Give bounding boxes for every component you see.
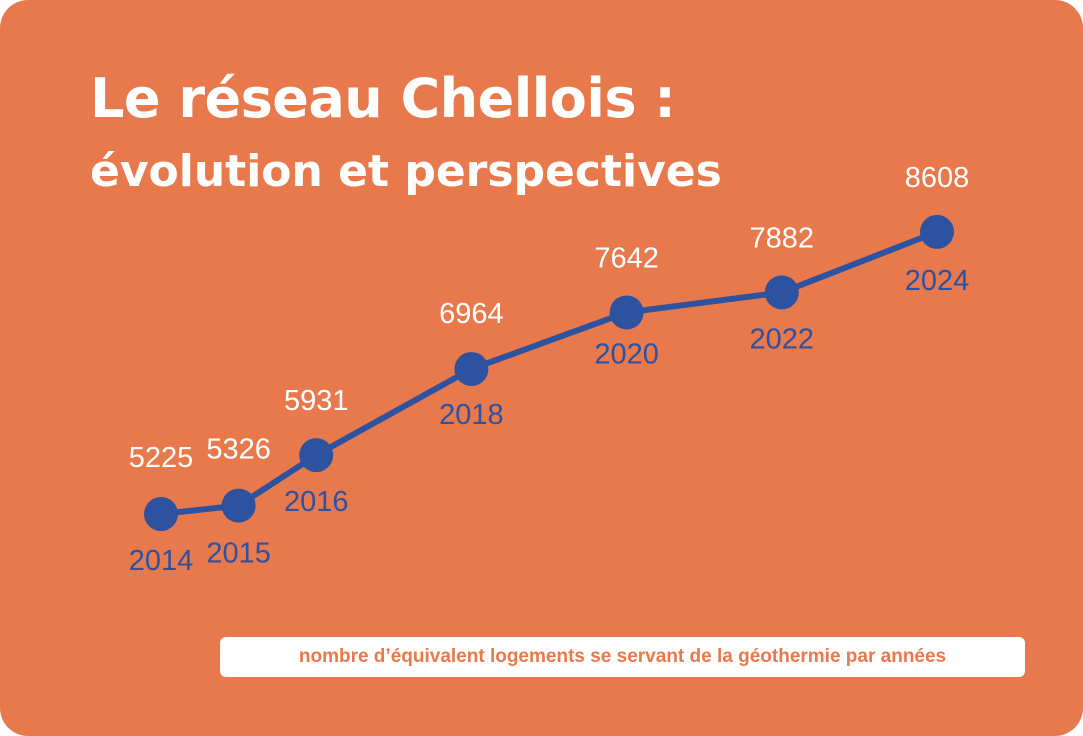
data-point-2022 bbox=[764, 275, 799, 310]
value-label-2014: 5225 bbox=[129, 442, 194, 474]
year-label-2020: 2020 bbox=[594, 338, 659, 370]
value-label-2022: 7882 bbox=[750, 222, 815, 254]
data-point-2016 bbox=[299, 438, 334, 473]
caption-box: nombre d’équivalent logements se servant… bbox=[220, 637, 1025, 677]
chart-subtitle: évolution et perspectives bbox=[90, 146, 722, 197]
series-line bbox=[158, 228, 940, 517]
year-label-2014: 2014 bbox=[129, 545, 194, 577]
data-point-2018 bbox=[454, 351, 489, 386]
year-label-2018: 2018 bbox=[439, 399, 504, 431]
data-point-2020 bbox=[609, 295, 644, 330]
year-label-2016: 2016 bbox=[284, 486, 349, 518]
value-label-2018: 6964 bbox=[439, 298, 504, 330]
value-label-2024: 8608 bbox=[905, 162, 970, 194]
year-label-2024: 2024 bbox=[905, 265, 970, 297]
value-label-2020: 7642 bbox=[594, 242, 659, 274]
year-label-2015: 2015 bbox=[206, 538, 271, 570]
chart-title: Le réseau Chellois : bbox=[90, 67, 676, 130]
year-label-2022: 2022 bbox=[750, 323, 815, 355]
chart-caption: nombre d’équivalent logements se servant… bbox=[298, 646, 947, 667]
value-label-2015: 5326 bbox=[206, 434, 271, 466]
chart-marks: 5225 2014 5326 2015 5931 2016 6964 2018 7642 2020… bbox=[129, 162, 970, 577]
data-point-2014 bbox=[144, 497, 178, 531]
value-label-2016: 5931 bbox=[284, 385, 349, 417]
data-point-2015 bbox=[221, 488, 256, 523]
data-point-2024 bbox=[920, 214, 954, 249]
